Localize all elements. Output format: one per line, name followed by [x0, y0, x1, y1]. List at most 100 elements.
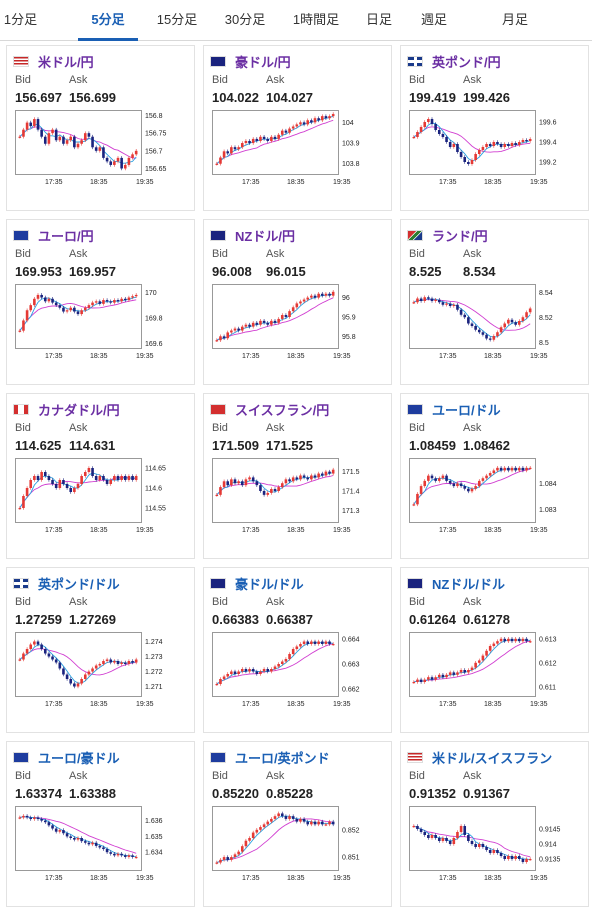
- rate-card[interactable]: ユーロ/英ポンド Bid Ask 0.85220 0.85228 0.852 0.851 17…: [203, 741, 392, 907]
- pair-name[interactable]: ユーロ/円: [38, 228, 94, 244]
- pair-name[interactable]: スイスフラン/円: [235, 402, 330, 418]
- pair-name[interactable]: ユーロ/豪ドル: [38, 750, 120, 766]
- rate-card[interactable]: 豪ドル/円 Bid Ask 104.022 104.027 104 103.9 103.8 17…: [203, 45, 392, 211]
- bid-label: Bid: [15, 596, 31, 608]
- candle: [51, 129, 54, 134]
- eu-gb-flag: [210, 751, 226, 763]
- tab-5[interactable]: 1時間足: [292, 12, 340, 27]
- pair-name[interactable]: ユーロ/英ポンド: [235, 750, 330, 766]
- x-tick-label: 19:35: [136, 353, 154, 360]
- rate-card[interactable]: ユーロ/円 Bid Ask 169.953 169.957 170 169.8 169.6 17…: [6, 219, 195, 385]
- mini-chart: 171.5 171.4 171.3 17:35 18:35 19:35: [212, 458, 360, 534]
- bid-value: 96.008: [212, 264, 252, 279]
- pair-name[interactable]: 米ドル/円: [38, 54, 94, 70]
- candle: [237, 851, 240, 855]
- tab-6[interactable]: 日足: [365, 12, 392, 27]
- candle: [306, 120, 310, 125]
- chart-frame: [212, 110, 339, 175]
- rate-card[interactable]: 英ポンド/ドル Bid Ask 1.27259 1.27269 1.274 1.273 1.2…: [6, 567, 195, 733]
- rate-card[interactable]: スイスフラン/円 Bid Ask 171.509 171.525 171.5 171.4 17…: [203, 393, 392, 559]
- candle: [215, 684, 219, 686]
- candle: [58, 305, 62, 308]
- candle: [528, 308, 532, 313]
- ma-long-line: [216, 475, 334, 496]
- tab-3[interactable]: 15分足: [156, 12, 198, 27]
- rate-card[interactable]: ランド/円 Bid Ask 8.525 8.534 8.54 8.52 8.5 17:35 18:…: [400, 219, 589, 385]
- rate-card[interactable]: ユーロ/豪ドル Bid Ask 1.63374 1.63388 1.636 1.635 1.6…: [6, 741, 195, 907]
- candle: [116, 476, 120, 480]
- candle: [456, 832, 459, 838]
- y-tick-label: 114.6: [145, 486, 162, 493]
- candle: [280, 130, 284, 135]
- y-tick-label: 103.9: [342, 141, 360, 148]
- candle: [280, 483, 284, 488]
- candle: [437, 838, 441, 841]
- candle: [324, 116, 328, 119]
- candle: [445, 137, 448, 142]
- pair-name[interactable]: ランド/円: [432, 228, 488, 244]
- ask-label: Ask: [69, 770, 88, 782]
- y-tick-label: 1.271: [145, 684, 163, 691]
- bid-label: Bid: [409, 248, 425, 260]
- candle: [525, 312, 528, 318]
- candle: [120, 853, 123, 856]
- tab-1[interactable]: 1分足: [3, 12, 38, 27]
- candle: [324, 293, 328, 296]
- x-tick-label: 17:35: [242, 353, 260, 360]
- x-tick-label: 18:35: [90, 179, 108, 186]
- candle: [94, 842, 98, 846]
- candle: [456, 144, 459, 152]
- candle: [240, 326, 244, 331]
- rate-card[interactable]: 豪ドル/ドル Bid Ask 0.66383 0.66387 0.664 0.663 0.66…: [203, 567, 392, 733]
- tab-7[interactable]: 週足: [420, 12, 447, 27]
- pair-name[interactable]: 米ドル/スイスフラン: [432, 750, 553, 766]
- bid-label: Bid: [212, 422, 228, 434]
- candle: [87, 468, 91, 472]
- tab-4[interactable]: 30分足: [224, 12, 266, 27]
- candle: [127, 476, 131, 480]
- bid-value: 171.509: [212, 438, 259, 453]
- ask-label: Ask: [69, 248, 88, 260]
- candle: [510, 143, 514, 146]
- candle: [302, 122, 306, 125]
- candle: [291, 649, 295, 654]
- candle: [22, 496, 25, 508]
- pair-name[interactable]: 豪ドル/円: [235, 54, 291, 70]
- pair-name[interactable]: ユーロ/ドル: [432, 402, 501, 418]
- rate-card[interactable]: NZドル/ドル Bid Ask 0.61264 0.61278 0.613 0.612 0.6…: [400, 567, 589, 733]
- candle: [131, 661, 134, 663]
- rate-card[interactable]: カナダドル/円 Bid Ask 114.625 114.631 114.65 114.6 11…: [6, 393, 195, 559]
- pair-name[interactable]: NZドル/ドル: [432, 576, 505, 592]
- candle: [255, 829, 259, 833]
- candle: [310, 475, 313, 480]
- candle: [251, 477, 255, 482]
- candle: [123, 298, 127, 301]
- candle: [18, 330, 22, 332]
- candle: [481, 147, 485, 150]
- candle: [80, 140, 83, 144]
- candle: [222, 336, 226, 339]
- pair-name[interactable]: 豪ドル/ドル: [235, 576, 304, 592]
- tab-8[interactable]: 月足: [501, 12, 528, 27]
- candle: [441, 302, 445, 305]
- candle: [127, 157, 131, 165]
- pair-name[interactable]: 英ポンド/ドル: [38, 576, 120, 592]
- rate-card[interactable]: NZドル/円 Bid Ask 96.008 96.015 96 95.9 95.8 17:35 1…: [203, 219, 392, 385]
- pair-name[interactable]: 英ポンド/円: [432, 54, 501, 70]
- rate-card[interactable]: ユーロ/ドル Bid Ask 1.08459 1.08462 1.084 1.083 17:3…: [400, 393, 589, 559]
- candle: [456, 304, 459, 310]
- x-tick-label: 18:35: [484, 527, 502, 534]
- rate-card[interactable]: 米ドル/スイスフラン Bid Ask 0.91352 0.91367 0.9145 0.91…: [400, 741, 589, 907]
- candle: [445, 303, 448, 305]
- candle: [248, 140, 251, 144]
- za-flag: [407, 229, 423, 241]
- candle: [62, 668, 65, 675]
- rate-card[interactable]: 英ポンド/円 Bid Ask 199.419 199.426 199.6 199.4 199.…: [400, 45, 589, 211]
- rate-card[interactable]: 米ドル/円 Bid Ask 156.697 156.699 156.8 156.75 156.…: [6, 45, 195, 211]
- y-tick-label: 1.634: [145, 850, 163, 857]
- pair-name[interactable]: カナダドル/円: [38, 402, 120, 418]
- pair-name[interactable]: NZドル/円: [235, 228, 295, 244]
- x-tick-label: 19:35: [530, 179, 548, 186]
- candle: [499, 853, 503, 856]
- tab-2[interactable]: 5分足: [78, 0, 138, 41]
